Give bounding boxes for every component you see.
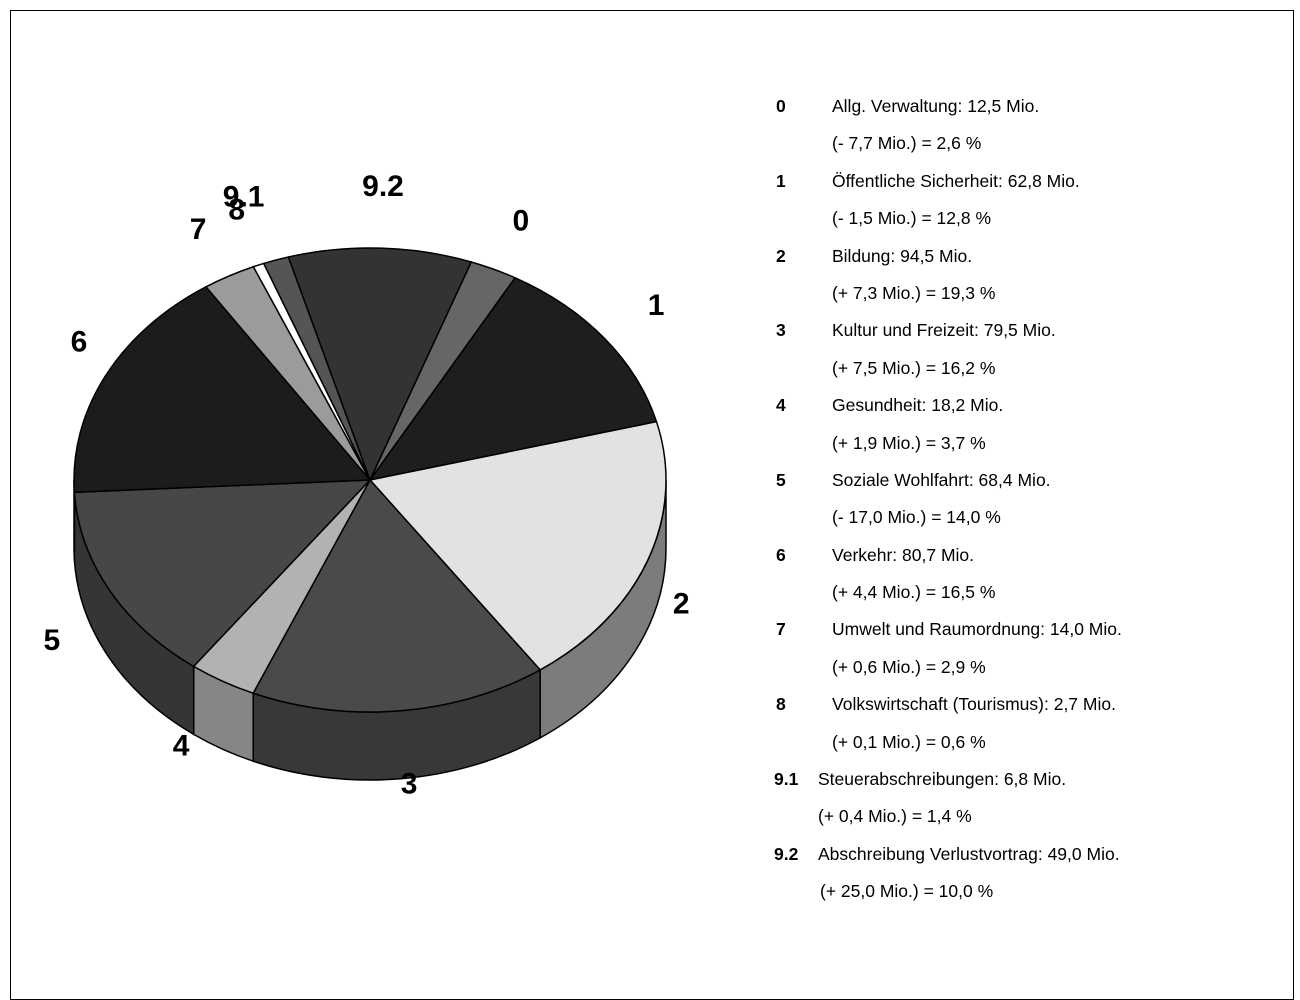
legend-code: 0 xyxy=(776,88,786,125)
legend-detail-row: (- 7,7 Mio.) = 2,6 % xyxy=(768,125,1288,162)
legend-label: Abschreibung Verlustvortrag: 49,0 Mio. xyxy=(818,836,1120,873)
legend-detail-row: (+ 7,5 Mio.) = 16,2 % xyxy=(768,350,1288,387)
legend-label: Volkswirtschaft (Tourismus): 2,7 Mio. xyxy=(832,686,1116,723)
legend-detail: (- 1,5 Mio.) = 12,8 % xyxy=(832,200,991,237)
legend-item-0: 0 Allg. Verwaltung: 12,5 Mio. xyxy=(768,88,1288,125)
legend-item-3: 3 Kultur und Freizeit: 79,5 Mio. xyxy=(768,312,1288,349)
legend-detail-row: (+ 0,6 Mio.) = 2,9 % xyxy=(768,649,1288,686)
pie-label-6: 6 xyxy=(71,325,88,358)
legend-item-9-2: 9.2 Abschreibung Verlustvortrag: 49,0 Mio… xyxy=(768,836,1288,873)
legend-item-7: 7 Umwelt und Raumordnung: 14,0 Mio. xyxy=(768,611,1288,648)
legend-label: Steuerabschreibungen: 6,8 Mio. xyxy=(818,761,1066,798)
legend-item-6: 6 Verkehr: 80,7 Mio. xyxy=(768,537,1288,574)
legend-detail: (+ 4,4 Mio.) = 16,5 % xyxy=(832,574,995,611)
legend-code: 1 xyxy=(776,163,786,200)
legend-item-4: 4 Gesundheit: 18,2 Mio. xyxy=(768,387,1288,424)
legend-detail: (- 17,0 Mio.) = 14,0 % xyxy=(832,499,1001,536)
pie-label-0: 0 xyxy=(512,205,529,238)
legend-item-9-1: 9.1 Steuerabschreibungen: 6,8 Mio. xyxy=(768,761,1288,798)
legend-item-2: 2 Bildung: 94,5 Mio. xyxy=(768,238,1288,275)
legend-label: Öffentliche Sicherheit: 62,8 Mio. xyxy=(832,163,1080,200)
legend-detail: (+ 0,4 Mio.) = 1,4 % xyxy=(818,798,972,835)
pie-label-5: 5 xyxy=(44,624,61,657)
legend-code: 5 xyxy=(776,462,786,499)
legend-detail-row: (+ 25,0 Mio.) = 10,0 % xyxy=(768,873,1288,910)
legend-label: Kultur und Freizeit: 79,5 Mio. xyxy=(832,312,1056,349)
legend-detail: (+ 0,6 Mio.) = 2,9 % xyxy=(832,649,986,686)
legend-detail: (+ 1,9 Mio.) = 3,7 % xyxy=(832,425,986,462)
legend-detail: (- 7,7 Mio.) = 2,6 % xyxy=(832,125,981,162)
pie-top xyxy=(74,248,666,712)
legend-label: Gesundheit: 18,2 Mio. xyxy=(832,387,1003,424)
legend-code: 9.2 xyxy=(774,836,798,873)
legend-code: 3 xyxy=(776,312,786,349)
pie-label-4: 4 xyxy=(173,729,190,762)
legend-label: Verkehr: 80,7 Mio. xyxy=(832,537,974,574)
pie-label-3: 3 xyxy=(401,767,418,800)
legend-label: Allg. Verwaltung: 12,5 Mio. xyxy=(832,88,1039,125)
legend-item-8: 8 Volkswirtschaft (Tourismus): 2,7 Mio. xyxy=(768,686,1288,723)
legend-code: 6 xyxy=(776,537,786,574)
legend-detail-row: (+ 0,4 Mio.) = 1,4 % xyxy=(768,798,1288,835)
legend-detail-row: (- 17,0 Mio.) = 14,0 % xyxy=(768,499,1288,536)
legend-detail: (+ 7,3 Mio.) = 19,3 % xyxy=(832,275,995,312)
legend: 0 Allg. Verwaltung: 12,5 Mio.(- 7,7 Mio.)… xyxy=(768,88,1288,911)
legend-code: 4 xyxy=(776,387,786,424)
pie-label-2: 2 xyxy=(673,588,690,621)
legend-detail-row: (- 1,5 Mio.) = 12,8 % xyxy=(768,200,1288,237)
pie-label-9-1: 9.1 xyxy=(223,180,265,213)
legend-label: Soziale Wohlfahrt: 68,4 Mio. xyxy=(832,462,1051,499)
legend-code: 7 xyxy=(776,611,786,648)
legend-label: Bildung: 94,5 Mio. xyxy=(832,238,972,275)
legend-detail-row: (+ 0,1 Mio.) = 0,6 % xyxy=(768,724,1288,761)
legend-detail: (+ 7,5 Mio.) = 16,2 % xyxy=(832,350,995,387)
legend-code: 9.1 xyxy=(774,761,798,798)
legend-item-5: 5 Soziale Wohlfahrt: 68,4 Mio. xyxy=(768,462,1288,499)
legend-code: 2 xyxy=(776,238,786,275)
legend-detail: (+ 0,1 Mio.) = 0,6 % xyxy=(832,724,986,761)
legend-detail-row: (+ 7,3 Mio.) = 19,3 % xyxy=(768,275,1288,312)
legend-item-1: 1 Öffentliche Sicherheit: 62,8 Mio. xyxy=(768,163,1288,200)
pie-label-7: 7 xyxy=(190,213,207,246)
pie-label-1: 1 xyxy=(648,289,665,322)
legend-code: 8 xyxy=(776,686,786,723)
legend-detail: (+ 25,0 Mio.) = 10,0 % xyxy=(820,873,993,910)
legend-detail-row: (+ 4,4 Mio.) = 16,5 % xyxy=(768,574,1288,611)
legend-label: Umwelt und Raumordnung: 14,0 Mio. xyxy=(832,611,1122,648)
pie-label-9-2: 9.2 xyxy=(362,170,404,203)
legend-detail-row: (+ 1,9 Mio.) = 3,7 % xyxy=(768,425,1288,462)
